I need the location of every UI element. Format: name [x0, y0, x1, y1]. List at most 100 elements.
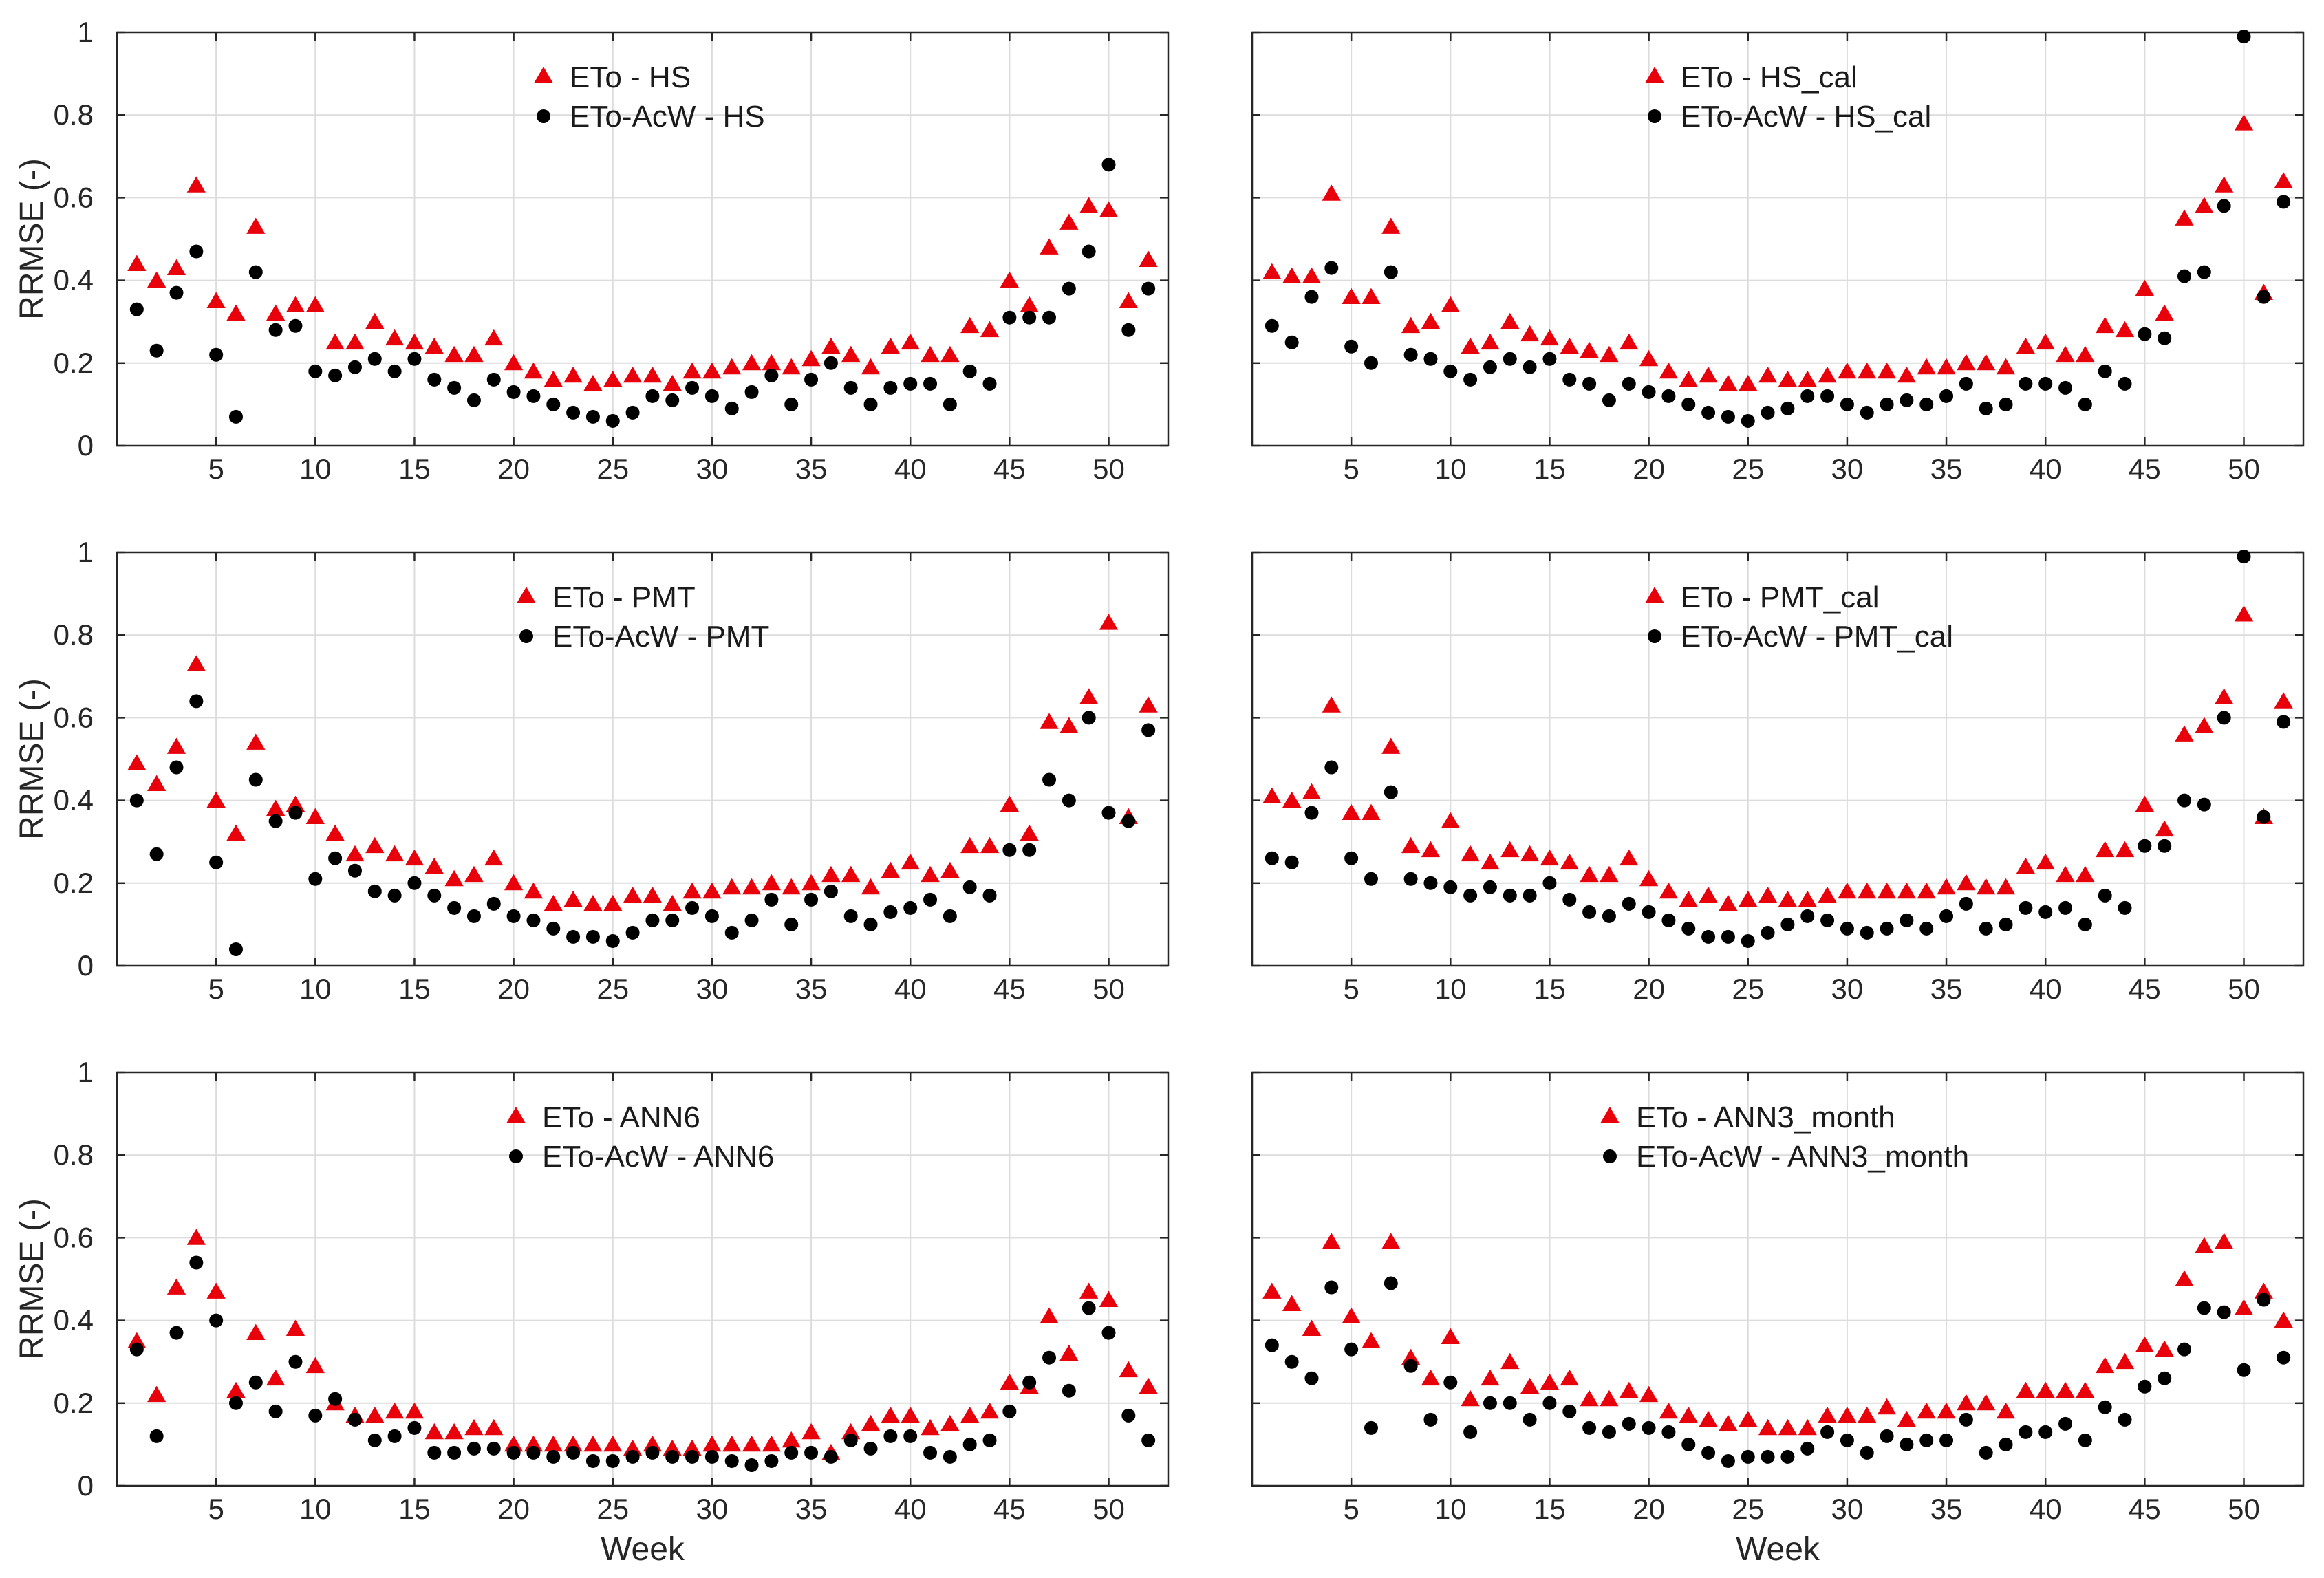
- legend-label: ETo - ANN6: [542, 1101, 700, 1134]
- x-tick-label: 40: [2030, 453, 2062, 485]
- eto-point: [1099, 201, 1119, 217]
- eto-acw-point: [1141, 723, 1156, 737]
- eto-acw-point: [1661, 389, 1676, 403]
- legend-label: ETo - PMT_cal: [1681, 581, 1880, 614]
- eto-acw-point: [2158, 839, 2172, 853]
- eto-point: [147, 1385, 166, 1403]
- eto-acw-point: [1741, 413, 1755, 428]
- eto-point: [484, 849, 504, 866]
- eto-point: [1600, 345, 1619, 363]
- x-tick-label: 15: [1534, 973, 1566, 1005]
- eto-point: [226, 1381, 246, 1398]
- eto-point: [623, 886, 643, 903]
- eto-point: [1897, 882, 1917, 899]
- eto-point: [821, 337, 841, 354]
- eto-point: [246, 733, 266, 750]
- eto-point: [1659, 362, 1679, 379]
- eto-acw-point: [268, 814, 283, 828]
- eto-acw-point: [843, 909, 858, 923]
- eto-point: [861, 878, 881, 895]
- eto-point: [762, 874, 782, 891]
- eto-point: [682, 362, 702, 379]
- x-tick-label: 45: [993, 453, 1026, 485]
- y-axis-title: RRMSE (-): [14, 158, 50, 320]
- eto-point: [1818, 1406, 1837, 1423]
- eto-point: [821, 865, 841, 883]
- eto-acw-point: [1523, 1412, 1537, 1427]
- chart-panel-middle-left: 5 10 15 20 25 30 35 40 45 50 0 0.2 0.4 0.6 0.8 1 RRMSE (…: [14, 536, 1170, 1005]
- eto-acw-point: [248, 265, 263, 279]
- eto-acw-point: [1384, 785, 1398, 799]
- eto-acw-point: [1101, 158, 1116, 172]
- eto-acw-point: [625, 1449, 640, 1464]
- eto-point: [1481, 1369, 1500, 1386]
- eto-point: [1897, 1410, 1917, 1427]
- eto-acw-point: [387, 888, 402, 903]
- eto-point: [1620, 1381, 1639, 1398]
- eto-point: [1977, 878, 1996, 895]
- eto-acw-point: [1840, 921, 1854, 936]
- eto-acw-point: [704, 1449, 719, 1464]
- eto-point: [1302, 1319, 1322, 1337]
- legend-label: ETo-AcW - PMT: [552, 620, 769, 653]
- legend-label: ETo - PMT: [552, 581, 696, 614]
- eto-acw-point: [506, 909, 521, 923]
- eto-acw-point: [665, 913, 680, 927]
- eto-acw-point: [883, 1429, 898, 1443]
- eto-acw-point: [1121, 814, 1136, 828]
- eto-point: [1977, 354, 1996, 371]
- eto-point: [484, 329, 504, 346]
- y-tick-label: 0.4: [54, 1304, 94, 1337]
- legend-marker-circle: [1648, 629, 1661, 643]
- eto-acw-point: [1523, 888, 1537, 903]
- x-tick-label: 40: [894, 453, 927, 485]
- eto-acw-point: [1780, 917, 1795, 931]
- eto-acw-point: [903, 900, 918, 915]
- x-tick-label: 45: [993, 1493, 1026, 1525]
- legend-marker-triangle: [1645, 587, 1664, 603]
- eto-acw-point: [605, 1453, 620, 1468]
- eto-point: [385, 329, 405, 346]
- eto-point: [702, 1435, 722, 1452]
- eto-acw-point: [1284, 1354, 1299, 1369]
- eto-acw-point: [1082, 1301, 1096, 1315]
- eto-point: [2195, 717, 2214, 733]
- eto-point: [1079, 1282, 1099, 1299]
- y-tick-label: 0.2: [54, 1387, 94, 1419]
- eto-point: [2254, 1282, 2273, 1299]
- eto-point: [1877, 362, 1897, 379]
- eto-point: [623, 1439, 643, 1456]
- legend-marker-circle: [509, 1149, 523, 1163]
- eto-point: [663, 1439, 682, 1456]
- eto-acw-point: [566, 929, 581, 944]
- eto-point: [702, 882, 722, 899]
- eto-point: [1139, 250, 1158, 267]
- y-axis-title: RRMSE (-): [14, 1198, 50, 1360]
- x-tick-label: 35: [795, 1493, 828, 1525]
- eto-acw-point: [1880, 397, 1894, 411]
- y-tick-label: 0.8: [54, 618, 94, 651]
- eto-acw-point: [1919, 921, 1934, 936]
- eto-acw-point: [2118, 900, 2132, 915]
- x-tick-label: 40: [2030, 1493, 2062, 1525]
- x-tick-label: 50: [1093, 1493, 1125, 1525]
- eto-acw-point: [427, 372, 442, 387]
- eto-acw-point: [1721, 929, 1735, 944]
- eto-acw-point: [347, 863, 362, 878]
- eto-acw-point: [2019, 1425, 2033, 1439]
- eto-acw-point: [1265, 318, 1279, 333]
- legend-marker-triangle: [506, 1107, 526, 1123]
- eto-point: [2215, 1233, 2234, 1249]
- eto-acw-point: [1101, 806, 1116, 820]
- eto-point: [166, 737, 186, 754]
- eto-acw-point: [1761, 925, 1775, 940]
- eto-acw-point: [387, 1429, 402, 1443]
- eto-point: [1079, 197, 1099, 213]
- eto-point: [424, 857, 444, 874]
- x-tick-label: 35: [795, 973, 828, 1005]
- eto-point: [1302, 267, 1322, 283]
- eto-point: [266, 799, 286, 817]
- eto-acw-point: [1463, 372, 1478, 387]
- eto-acw-point: [923, 376, 938, 391]
